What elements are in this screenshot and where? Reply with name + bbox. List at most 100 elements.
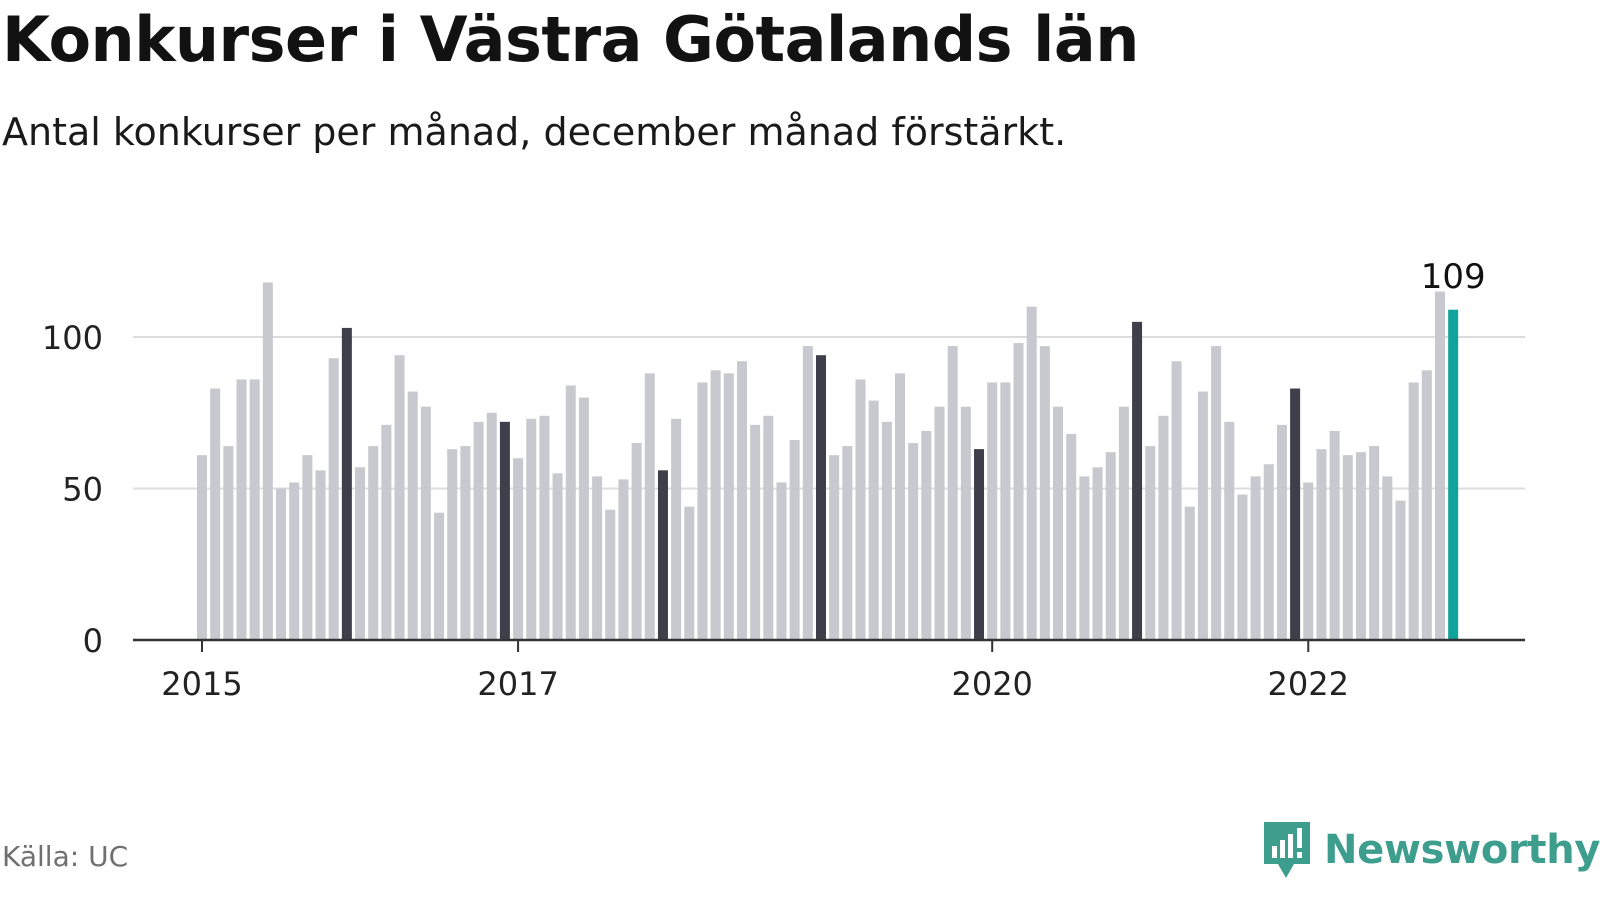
bar — [552, 473, 563, 640]
x-tick-label: 2020 — [951, 665, 1032, 703]
x-tick-label: 2015 — [161, 665, 242, 703]
bar-december — [341, 327, 352, 640]
bar — [302, 455, 313, 640]
bar — [434, 512, 445, 640]
bars — [197, 282, 1459, 640]
bar — [921, 430, 932, 640]
bar — [1434, 291, 1445, 640]
bar — [1369, 446, 1380, 640]
bar — [1263, 464, 1274, 640]
bar — [368, 446, 379, 640]
bar — [1171, 361, 1182, 640]
bar — [460, 446, 471, 640]
bar — [1039, 346, 1050, 640]
bar — [1382, 476, 1393, 640]
bar-december — [1132, 321, 1143, 640]
bar — [1211, 346, 1222, 640]
x-tick-label: 2017 — [477, 665, 558, 703]
bar — [895, 373, 906, 640]
bar — [1053, 406, 1064, 640]
bar — [249, 379, 260, 640]
bar — [355, 467, 366, 640]
bar — [513, 458, 524, 640]
bar — [1316, 449, 1327, 640]
bar — [1237, 494, 1248, 640]
source-note: Källa: UC — [2, 840, 129, 873]
bar — [697, 382, 708, 640]
bar — [605, 509, 616, 640]
bar — [1197, 391, 1208, 640]
bar — [802, 346, 813, 640]
bar-december — [974, 449, 985, 640]
bar — [1342, 455, 1353, 640]
bar — [644, 373, 655, 640]
bar — [829, 455, 840, 640]
bar — [1092, 467, 1103, 640]
chart-subtitle: Antal konkurser per månad, december måna… — [2, 110, 1067, 154]
brand-name: Newsworthy — [1324, 827, 1600, 873]
bar — [289, 482, 300, 640]
bar-latest — [1448, 309, 1459, 640]
bar — [407, 391, 418, 640]
bar — [868, 400, 879, 640]
bar — [960, 406, 971, 640]
bar — [1026, 306, 1037, 640]
bar — [539, 415, 550, 640]
labels: 0 50 100 2015 2017 2020 2022 109 — [42, 257, 1486, 703]
bar — [262, 282, 273, 640]
bar — [789, 440, 800, 640]
bar — [934, 406, 945, 640]
bar — [618, 479, 629, 640]
bar — [420, 406, 431, 640]
bar — [908, 443, 919, 640]
y-tick-label: 0 — [83, 622, 103, 660]
bar — [881, 421, 892, 640]
bar — [236, 379, 247, 640]
bar — [223, 446, 234, 640]
y-tick-label: 100 — [42, 319, 103, 357]
y-tick-label: 50 — [62, 471, 103, 509]
bar-chart: 0 50 100 2015 2017 2020 2022 109 — [42, 257, 1525, 703]
bar — [328, 358, 339, 640]
chart-title: Konkurser i Västra Götalands län — [2, 3, 1139, 76]
bar — [763, 415, 774, 640]
bar — [394, 355, 405, 640]
bar — [1224, 421, 1235, 640]
gridlines — [133, 336, 1525, 490]
bar — [1145, 446, 1156, 640]
bar — [1013, 343, 1024, 640]
brand[interactable]: Newsworthy — [1262, 818, 1600, 882]
bar — [1329, 430, 1340, 640]
bar-december — [499, 421, 510, 640]
bar — [447, 449, 458, 640]
bar — [1158, 415, 1169, 640]
bar — [750, 424, 761, 640]
bar — [1276, 424, 1287, 640]
bar — [736, 361, 747, 640]
bar — [1079, 476, 1090, 640]
bar — [1184, 506, 1195, 640]
bar — [776, 482, 787, 640]
bar — [526, 418, 537, 640]
latest-value-label: 109 — [1421, 257, 1486, 297]
bar — [315, 470, 326, 640]
bar-december — [657, 470, 668, 640]
bar — [1421, 370, 1432, 640]
axes — [133, 638, 1525, 652]
bar-december — [815, 355, 826, 640]
bar-december — [1290, 388, 1301, 640]
bar — [671, 418, 682, 640]
bar — [381, 424, 392, 640]
bar — [1000, 382, 1011, 640]
newsworthy-logo-icon — [1264, 822, 1310, 878]
bar — [1303, 482, 1314, 640]
bar — [1355, 452, 1366, 640]
bar — [578, 397, 589, 640]
bar — [473, 421, 484, 640]
bar — [947, 346, 958, 640]
bar — [1408, 382, 1419, 640]
bar — [710, 370, 721, 640]
bar — [592, 476, 603, 640]
bar — [1395, 500, 1406, 640]
bar — [565, 385, 576, 640]
